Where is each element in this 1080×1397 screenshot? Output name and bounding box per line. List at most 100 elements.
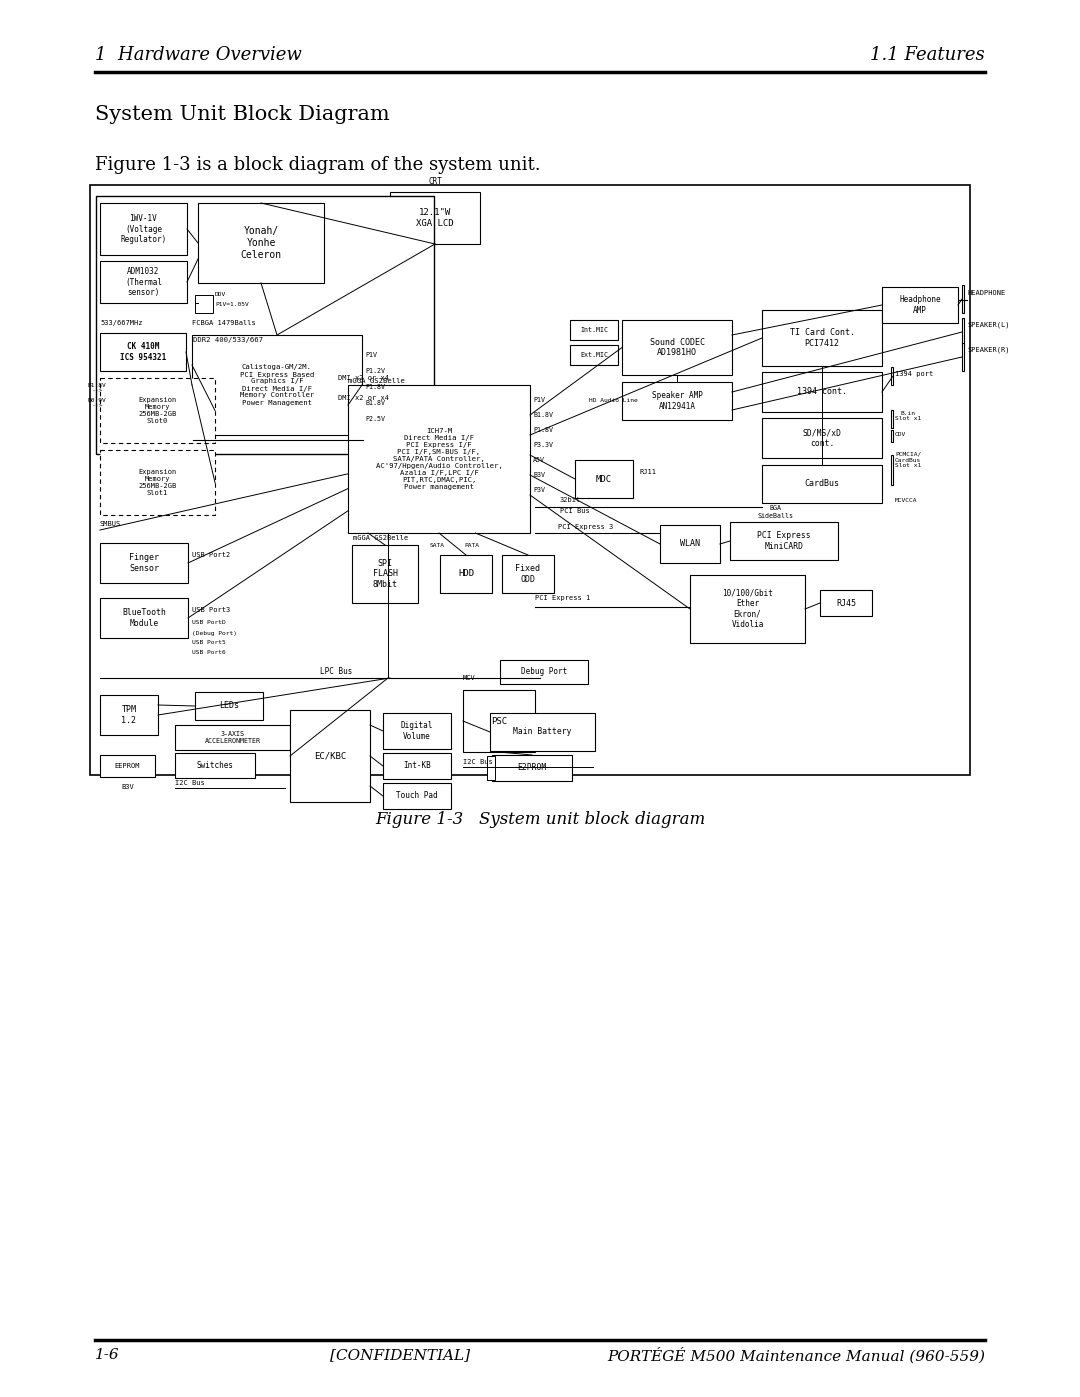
- Bar: [440, 555, 492, 592]
- Bar: [762, 372, 882, 412]
- Text: 533/667MHz: 533/667MHz: [100, 320, 143, 326]
- Bar: [762, 465, 882, 503]
- Text: DDR2 400/533/667: DDR2 400/533/667: [193, 337, 264, 344]
- Text: CDV: CDV: [895, 433, 906, 437]
- Text: ADM1032
(Thermal
sensor): ADM1032 (Thermal sensor): [125, 267, 162, 298]
- Text: PCI Express 1: PCI Express 1: [535, 595, 591, 601]
- Bar: [192, 335, 362, 434]
- Bar: [820, 590, 872, 616]
- Text: HD Audio Line: HD Audio Line: [589, 398, 637, 402]
- Text: Figure 1-3   System unit block diagram: Figure 1-3 System unit block diagram: [375, 812, 705, 828]
- Bar: [492, 754, 572, 781]
- Text: 1394 port: 1394 port: [895, 372, 933, 377]
- Text: BlueTooth
Module: BlueTooth Module: [122, 608, 166, 627]
- Text: B1.8V: B1.8V: [534, 412, 553, 418]
- Text: DDV: DDV: [215, 292, 226, 298]
- Text: DMI x2 or x4: DMI x2 or x4: [338, 395, 389, 401]
- Text: mGGA GS2Belle: mGGA GS2Belle: [348, 379, 405, 384]
- Bar: [962, 344, 964, 372]
- Text: B3V: B3V: [121, 784, 134, 789]
- Text: EC/KBC: EC/KBC: [314, 752, 346, 760]
- Text: P1V: P1V: [534, 397, 545, 402]
- Text: FCBGA 1479Balls: FCBGA 1479Balls: [192, 320, 256, 326]
- Text: B1.8V
-->: B1.8V -->: [87, 383, 107, 394]
- Text: Fixed
ODD: Fixed ODD: [515, 564, 540, 584]
- Text: A5V: A5V: [534, 457, 545, 462]
- Text: mGGA GS2Belle: mGGA GS2Belle: [353, 535, 408, 541]
- Text: Int.MIC: Int.MIC: [580, 327, 608, 332]
- Bar: [175, 753, 255, 778]
- Bar: [195, 295, 213, 313]
- Text: Switches: Switches: [197, 761, 233, 770]
- Text: LPC Bus: LPC Bus: [320, 668, 352, 676]
- Bar: [100, 694, 158, 735]
- Text: P1.8V: P1.8V: [365, 384, 384, 390]
- Text: USB Port6: USB Port6: [192, 651, 226, 655]
- Text: 1  Hardware Overview: 1 Hardware Overview: [95, 46, 301, 64]
- Text: SPI
FLASH
8Mbit: SPI FLASH 8Mbit: [373, 559, 397, 590]
- Bar: [100, 203, 187, 256]
- Text: PSC: PSC: [491, 717, 508, 725]
- Bar: [962, 285, 964, 313]
- Text: P3V: P3V: [534, 488, 545, 493]
- Bar: [390, 191, 480, 244]
- Text: P1.8V: P1.8V: [534, 427, 553, 433]
- Text: PORTÉGÉ M500 Maintenance Manual (960-559): PORTÉGÉ M500 Maintenance Manual (960-559…: [607, 1347, 985, 1363]
- Text: CK 410M
ICS 954321: CK 410M ICS 954321: [120, 342, 166, 362]
- Text: EEPROM: EEPROM: [114, 763, 140, 768]
- Text: PATA: PATA: [464, 543, 480, 548]
- Text: PCMCIA/
CardBus
Slot x1: PCMCIA/ CardBus Slot x1: [895, 451, 921, 468]
- Bar: [690, 576, 805, 643]
- Bar: [502, 555, 554, 592]
- Bar: [383, 753, 451, 780]
- Text: P1V: P1V: [365, 352, 377, 358]
- Text: Ext.MIC: Ext.MIC: [580, 352, 608, 358]
- Bar: [175, 725, 291, 750]
- Bar: [570, 320, 618, 339]
- Bar: [882, 286, 958, 323]
- Text: USB PortD: USB PortD: [192, 620, 226, 626]
- Bar: [730, 522, 838, 560]
- Text: SPEAKER(L): SPEAKER(L): [967, 321, 1010, 328]
- Text: SD/MS/xD
cont.: SD/MS/xD cont.: [802, 429, 841, 447]
- Text: E2PROM: E2PROM: [517, 764, 546, 773]
- Text: LEDs: LEDs: [219, 701, 239, 711]
- Text: MCVCCA: MCVCCA: [895, 497, 918, 503]
- Bar: [962, 319, 964, 346]
- Text: I2C Bus: I2C Bus: [463, 759, 492, 766]
- Text: USB Port3: USB Port3: [192, 608, 230, 613]
- Bar: [90, 184, 970, 775]
- Text: PCI Bus: PCI Bus: [561, 509, 590, 514]
- Text: SATA: SATA: [430, 543, 445, 548]
- Text: SMBUS: SMBUS: [100, 521, 121, 527]
- Bar: [575, 460, 633, 497]
- Text: Expansion
Memory
256MB-2GB
Slot1: Expansion Memory 256MB-2GB Slot1: [138, 469, 177, 496]
- Bar: [762, 418, 882, 458]
- Text: P3.3V: P3.3V: [534, 441, 553, 448]
- Bar: [291, 710, 370, 802]
- Bar: [348, 386, 530, 534]
- Text: SPEAKER(R): SPEAKER(R): [967, 346, 1010, 353]
- Bar: [570, 345, 618, 365]
- Text: 12.1"W
XGA LCD: 12.1"W XGA LCD: [416, 208, 454, 228]
- Text: System Unit Block Diagram: System Unit Block Diagram: [95, 106, 390, 124]
- Text: 1394 cont.: 1394 cont.: [797, 387, 847, 397]
- Text: ICH7-M
Direct Media I/F
PCI Express I/F
PCI I/F,SM-BUS I/F,
SATA/PATA Controller: ICH7-M Direct Media I/F PCI Express I/F …: [376, 427, 502, 490]
- Text: I2C Bus: I2C Bus: [175, 780, 205, 787]
- Text: TPM
1.2: TPM 1.2: [121, 705, 136, 725]
- Text: CRT: CRT: [428, 177, 442, 187]
- Text: Int-KB: Int-KB: [403, 761, 431, 771]
- Text: Touch Pad: Touch Pad: [396, 792, 437, 800]
- Text: DMI x2 or x4: DMI x2 or x4: [338, 374, 389, 381]
- Bar: [487, 756, 495, 780]
- Text: Main Battery: Main Battery: [513, 728, 571, 736]
- Text: Speaker AMP
AN12941A: Speaker AMP AN12941A: [651, 391, 702, 411]
- Text: 3-AXIS
ACCELERONMETER: 3-AXIS ACCELERONMETER: [204, 731, 260, 745]
- Bar: [100, 598, 188, 638]
- Text: 1WV-1V
(Voltage
Regulator): 1WV-1V (Voltage Regulator): [120, 214, 166, 244]
- Bar: [100, 754, 156, 777]
- Text: RJ45: RJ45: [836, 598, 856, 608]
- Bar: [622, 320, 732, 374]
- Text: CardBus: CardBus: [805, 479, 839, 489]
- Text: Figure 1-3 is a block diagram of the system unit.: Figure 1-3 is a block diagram of the sys…: [95, 156, 541, 175]
